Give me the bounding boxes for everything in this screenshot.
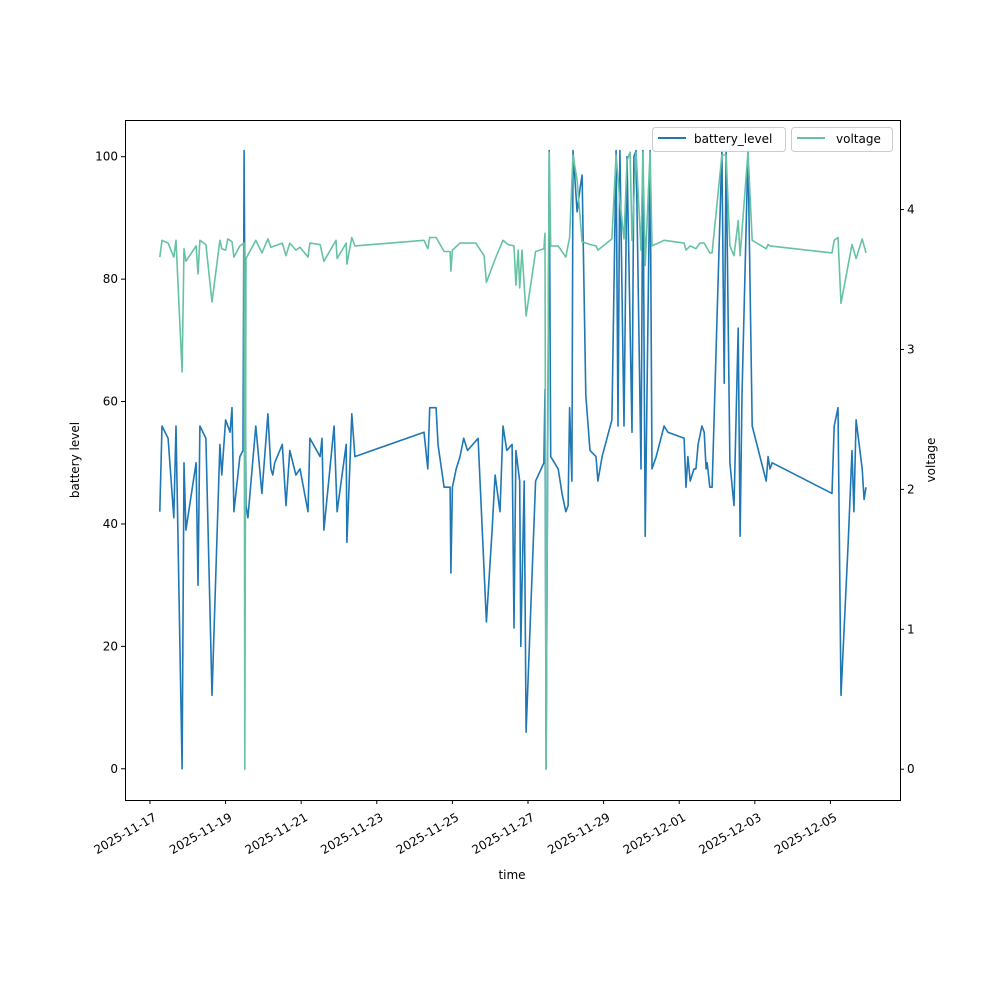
y2-tick-label: 0 <box>907 762 915 776</box>
x-axis-label: time <box>498 868 525 882</box>
y-tick-label: 60 <box>103 395 118 409</box>
y-tick-label: 20 <box>103 639 118 653</box>
y-axis-left: 0 20 40 60 80 100 <box>95 150 125 776</box>
y2-tick-label: 4 <box>907 203 915 217</box>
x-tick-label: 2025-11-17 <box>91 810 158 857</box>
y-tick-label: 100 <box>95 150 118 164</box>
x-tick-label: 2025-11-25 <box>394 810 461 857</box>
x-tick-label: 2025-12-05 <box>772 810 839 857</box>
y-tick-label: 0 <box>110 762 118 776</box>
x-tick-label: 2025-11-21 <box>243 810 310 857</box>
y-axis-right: 0 1 2 3 4 <box>900 203 915 776</box>
legend-voltage: voltage <box>791 127 893 152</box>
y2-axis-label: voltage <box>924 438 938 483</box>
y2-tick-label: 2 <box>907 482 915 496</box>
x-tick-label: 2025-11-23 <box>318 810 385 857</box>
x-axis: 2025-11-17 2025-11-19 2025-11-21 2025-11-23… <box>91 800 839 857</box>
y2-tick-label: 3 <box>907 342 915 356</box>
series-layer <box>159 149 867 771</box>
plot-area-frame <box>125 120 901 801</box>
x-tick-label: 2025-12-03 <box>696 810 763 857</box>
y-tick-label: 40 <box>103 517 118 531</box>
x-tick-label: 2025-11-27 <box>469 810 536 857</box>
y-axis-label: battery level <box>68 422 82 498</box>
x-tick-label: 2025-12-01 <box>621 810 688 857</box>
y-tick-label: 80 <box>103 272 118 286</box>
series-line-battery_level <box>159 149 867 770</box>
x-tick-label: 2025-11-29 <box>545 810 612 857</box>
series-line-voltage <box>159 151 867 771</box>
x-tick-label: 2025-11-19 <box>167 810 234 857</box>
legend-voltage-label: voltage <box>836 132 881 146</box>
y2-tick-label: 1 <box>907 622 915 636</box>
legend-battery: battery_level <box>652 127 786 152</box>
legend-battery-label: battery_level <box>694 132 772 146</box>
